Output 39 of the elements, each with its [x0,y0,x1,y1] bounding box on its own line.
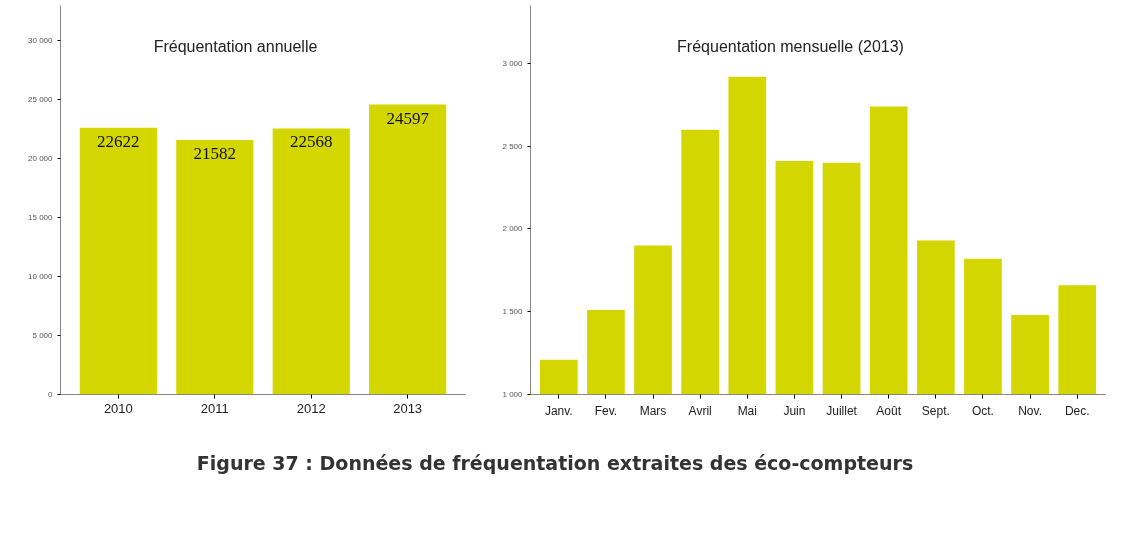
y-tick-label: 20 000 [28,154,54,164]
x-tick-label: Mars [639,403,667,418]
data-label: 22622 [97,131,140,151]
x-tick-label: Avril [688,403,712,418]
y-tick-label: 2 500 [502,141,524,151]
x-tick-label: 2012 [296,400,326,416]
x-tick-label: 2011 [200,400,229,416]
x-tick-label: Sept. [921,403,950,418]
bar [369,104,447,395]
x-tick-label: Août [876,403,902,418]
x-tick-label: Janv. [544,403,573,418]
y-tick-label: 25 000 [28,95,54,105]
x-tick-label: Dec. [1064,403,1090,418]
x-tick-label: Oct. [971,403,994,418]
x-tick-label: Mai [737,403,757,418]
data-label: 21582 [193,144,237,164]
x-tick-label: Juin [783,403,806,418]
x-tick-label: Fev. [594,403,618,418]
y-tick-label: 1 500 [502,307,524,317]
text: Fréquentation mensuelle (2013) [677,37,904,55]
data-label: 22568 [289,132,333,152]
x-tick-label: 2013 [393,400,423,416]
y-tick-label: 30 000 [28,36,54,46]
x-tick-label: Juillet [826,403,858,418]
caption: Figure 37 : Données de fréquentation extraites des éco-compteurs [196,451,914,476]
y-tick-label: 15 000 [28,213,54,223]
x-tick-label: Nov. [1018,403,1042,418]
bar [79,127,157,395]
y-tick-label: 0 [48,390,54,399]
y-tick-label: 2 000 [502,224,524,234]
text: Fréquentation annuelle [153,37,318,55]
bar [272,128,350,395]
y-tick-label: 5 000 [32,331,54,341]
data-label: 24597 [386,108,430,128]
y-tick-label: 10 000 [28,272,54,282]
y-tick-label: 3 000 [502,58,524,68]
bar [176,140,254,395]
y-tick-label: 1 000 [502,390,524,399]
x-tick-label: 2010 [103,400,133,416]
